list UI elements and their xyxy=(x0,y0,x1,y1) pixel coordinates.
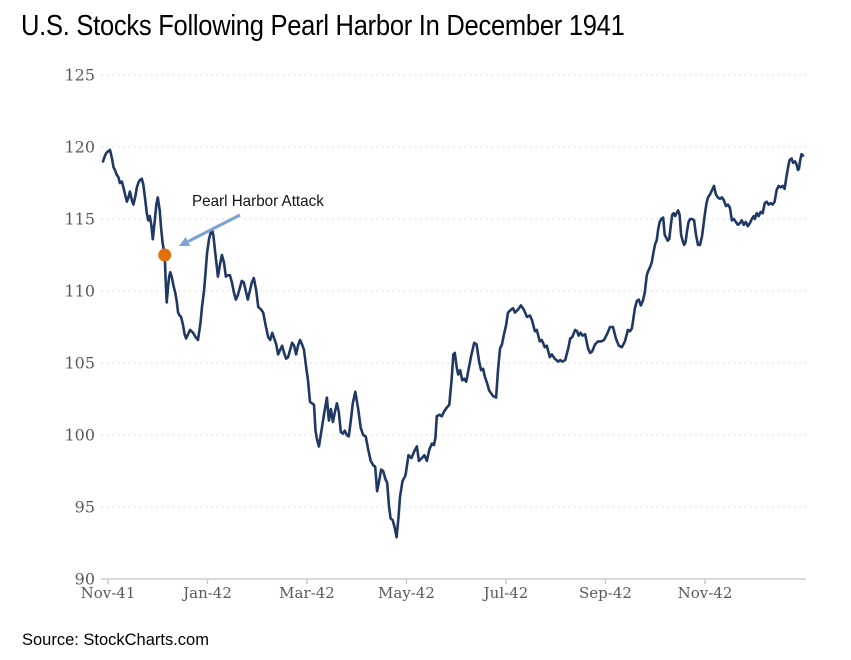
x-tick-label: Jul-42 xyxy=(482,584,529,602)
y-tick-label: 90 xyxy=(75,570,95,589)
x-tick-label: Sep-42 xyxy=(579,584,632,602)
x-tick-label: Nov-42 xyxy=(678,584,733,602)
x-tick-label: Jan-42 xyxy=(181,584,232,602)
y-tick-label: 95 xyxy=(75,498,95,517)
price-line xyxy=(101,148,805,539)
x-tick-labels: Nov-41 Jan-42 Mar-42 May-42 Jul-42 Sep-42 Nov-… xyxy=(81,584,733,602)
gridlines xyxy=(101,74,806,508)
y-tick-label: 105 xyxy=(64,354,95,373)
page-title: U.S. Stocks Following Pearl Harbor In De… xyxy=(21,10,625,42)
y-tick-label: 110 xyxy=(64,282,95,301)
x-axis xyxy=(101,578,806,584)
y-tick-label: 120 xyxy=(64,138,95,157)
y-tick-labels: 90 95 100 105 110 115 120 125 xyxy=(64,66,95,589)
y-tick-label: 125 xyxy=(64,66,95,85)
x-tick-label: Mar-42 xyxy=(279,584,335,602)
y-tick-label: 115 xyxy=(64,210,95,229)
annotation-arrow-icon xyxy=(179,213,241,246)
x-tick-label: Nov-41 xyxy=(81,584,136,602)
source-note: Source: StockCharts.com xyxy=(22,630,209,649)
annotation-label: Pearl Harbor Attack xyxy=(192,193,324,210)
pearl-harbor-event-dot xyxy=(158,248,172,262)
x-tick-label: May-42 xyxy=(378,584,435,602)
y-tick-label: 100 xyxy=(64,426,95,445)
